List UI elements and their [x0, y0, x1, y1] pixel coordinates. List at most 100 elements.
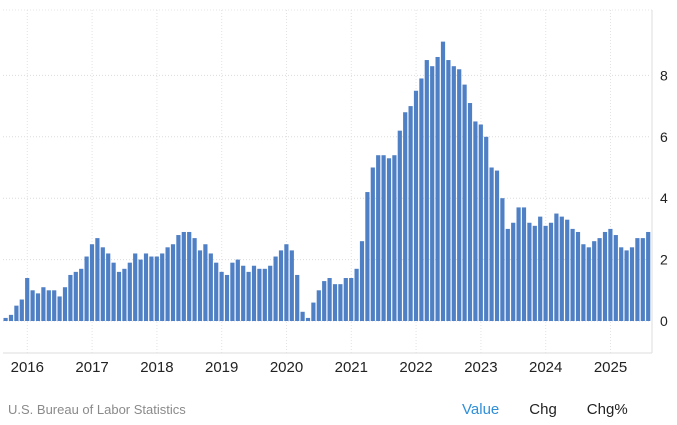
bar	[538, 216, 543, 321]
x-tick-label: 2020	[270, 359, 303, 376]
bar	[646, 231, 651, 321]
bar	[403, 112, 408, 322]
bar	[457, 69, 462, 321]
bar	[365, 192, 370, 321]
bar	[149, 256, 154, 321]
bar	[592, 241, 597, 321]
bar	[521, 207, 527, 321]
bar	[214, 262, 219, 321]
bar	[322, 281, 327, 321]
bar	[181, 231, 186, 321]
bar	[575, 231, 581, 321]
y-tick-label: 2	[660, 252, 668, 268]
y-tick-label: 8	[660, 67, 668, 83]
bar	[516, 207, 521, 321]
x-tick-label: 2019	[205, 359, 238, 376]
bar	[511, 222, 516, 321]
bar	[30, 290, 35, 321]
bar	[84, 256, 89, 321]
bar	[203, 244, 208, 321]
bar	[3, 317, 8, 321]
bar	[640, 238, 645, 321]
bar	[95, 238, 100, 321]
bar	[295, 274, 300, 321]
bar	[170, 244, 176, 321]
x-axis: 2016 2017 2018 2019 2020 2021 2022 2023 2024 2025	[11, 359, 628, 376]
bar	[354, 268, 359, 321]
bar	[251, 265, 257, 321]
bar	[62, 287, 68, 321]
bar	[548, 222, 554, 321]
bar	[376, 155, 381, 321]
bar	[257, 268, 262, 321]
bar	[527, 222, 532, 321]
bar	[143, 253, 149, 321]
x-tick-label: 2025	[594, 359, 627, 376]
bar	[122, 268, 127, 321]
bar	[165, 247, 170, 321]
bar	[349, 278, 354, 321]
bar	[370, 167, 375, 321]
bar	[311, 302, 316, 321]
bar	[462, 84, 467, 321]
x-tick-label: 2018	[140, 359, 173, 376]
bar	[278, 250, 284, 321]
bar	[219, 271, 224, 321]
bar	[300, 311, 305, 321]
x-tick-label: 2024	[529, 359, 562, 376]
bar	[565, 219, 570, 321]
bar	[46, 290, 51, 321]
bar	[440, 41, 446, 321]
bar	[392, 155, 397, 321]
y-tick-label: 6	[660, 129, 668, 145]
bar	[343, 278, 348, 321]
bar	[52, 290, 57, 321]
bar	[305, 317, 311, 321]
bar	[19, 299, 24, 321]
bar	[73, 271, 78, 321]
bar	[187, 231, 192, 321]
x-tick-label: 2021	[335, 359, 368, 376]
tab-value[interactable]: Value	[462, 401, 500, 418]
bar	[489, 167, 494, 321]
y-tick-label: 0	[660, 313, 668, 329]
bar	[467, 103, 473, 321]
bar	[397, 130, 402, 321]
bar	[241, 265, 246, 321]
bar	[505, 228, 510, 321]
x-tick-label: 2022	[399, 359, 432, 376]
bar	[230, 262, 235, 321]
bar	[262, 268, 267, 321]
bar	[635, 238, 640, 321]
tab-chg-percent[interactable]: Chg%	[586, 401, 628, 418]
bar	[424, 60, 429, 322]
bar	[268, 265, 273, 321]
bar	[8, 314, 14, 321]
bar	[68, 274, 73, 321]
bar	[586, 247, 591, 321]
bar	[284, 244, 289, 321]
bar	[332, 284, 338, 321]
bar	[413, 90, 419, 321]
tab-chg[interactable]: Chg	[529, 401, 557, 418]
bar	[608, 228, 613, 321]
bar	[160, 253, 165, 321]
bar	[133, 253, 138, 321]
bar	[629, 247, 635, 321]
bar	[154, 256, 159, 321]
bar	[554, 213, 559, 321]
bar	[446, 60, 451, 322]
bar	[602, 231, 608, 321]
bar	[138, 259, 143, 321]
bar	[559, 216, 564, 321]
bar	[543, 225, 548, 321]
bar	[338, 284, 343, 321]
x-tick-label: 2016	[11, 359, 44, 376]
bar	[386, 158, 392, 321]
bar	[419, 78, 424, 321]
bar	[224, 274, 230, 321]
bar	[500, 198, 505, 321]
bar	[494, 170, 500, 321]
bar	[581, 244, 586, 321]
